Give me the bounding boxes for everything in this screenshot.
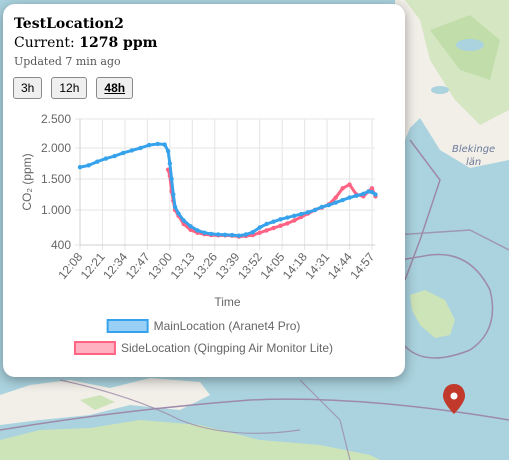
data-point [236, 233, 242, 238]
legend-swatch [73, 341, 116, 355]
data-point [373, 192, 378, 197]
legend-label: MainLocation (Aranet4 Pro) [154, 319, 301, 333]
data-point [86, 163, 91, 168]
series-line-0 [79, 142, 377, 238]
x-tick-label: 13:52 [235, 250, 265, 282]
data-point [312, 207, 318, 213]
data-point [292, 218, 297, 223]
data-point [285, 221, 290, 226]
data-point [138, 145, 143, 151]
legend-label: SideLocation (Qingping Air Monitor Lite) [121, 341, 333, 355]
data-point [326, 202, 332, 208]
data-point [167, 161, 173, 166]
data-point [188, 227, 193, 233]
x-tick-label: 13:00 [145, 250, 175, 282]
current-reading: Current: 1278 ppm [14, 35, 157, 51]
data-point [264, 221, 269, 227]
y-tick-label: 1.500 [41, 172, 71, 186]
y-axis-title: CO₂ (ppm) [20, 153, 34, 210]
data-point [366, 189, 371, 194]
data-point [103, 156, 109, 161]
data-point [250, 229, 255, 235]
data-point [172, 204, 178, 210]
data-point [298, 211, 304, 217]
map-pin-icon[interactable] [443, 384, 465, 414]
data-point [319, 204, 325, 210]
data-point [112, 153, 117, 159]
data-point [120, 150, 126, 156]
x-tick-label: 14:44 [325, 250, 355, 282]
data-point [333, 195, 338, 200]
co2-chart: 2.500 2.000 1.500 1.000 40012:0812:2112:3412… [20, 112, 378, 355]
range-3h-button[interactable]: 3h [13, 77, 43, 99]
range-12h-button[interactable]: 12h [51, 77, 88, 99]
y-tick-label: 1.000 [41, 203, 71, 217]
current-label: Current: [14, 35, 75, 51]
data-point [369, 186, 375, 191]
data-point [285, 215, 290, 220]
location-popup: TestLocation2 Current: 1278 ppm Updated … [3, 4, 405, 377]
series-line-1 [166, 169, 377, 239]
x-tick-label: 13:13 [168, 250, 198, 282]
data-point [176, 211, 181, 216]
x-tick-label: 14:57 [347, 250, 377, 282]
data-point [229, 232, 235, 238]
data-point [264, 228, 269, 233]
x-tick-label: 13:39 [213, 250, 243, 282]
data-point [216, 232, 221, 237]
data-point [165, 148, 171, 154]
data-point [347, 195, 352, 200]
data-point [181, 218, 186, 223]
x-tick-label: 12:21 [78, 250, 108, 282]
data-point [77, 165, 83, 170]
data-point [340, 186, 345, 191]
y-tick-label: 2.500 [41, 112, 71, 126]
data-point [202, 230, 207, 235]
data-point [188, 224, 193, 229]
data-point [209, 231, 214, 237]
data-point [278, 217, 283, 222]
x-axis-title: Time [214, 295, 241, 309]
data-point [369, 189, 375, 195]
data-point [333, 200, 338, 205]
data-point [257, 225, 262, 230]
x-tick-label: 12:34 [100, 250, 130, 282]
range-buttons: 3h 12h 48h [13, 77, 134, 99]
data-point [155, 141, 160, 147]
data-point [354, 193, 359, 198]
data-point [162, 142, 167, 147]
x-tick-label: 14:31 [302, 250, 332, 282]
data-point [271, 225, 276, 231]
data-point [347, 182, 352, 187]
map-label-region-suffix: län [466, 157, 481, 168]
location-title: TestLocation2 [14, 16, 124, 32]
data-point [129, 148, 135, 153]
data-point [169, 176, 174, 182]
current-value: 1278 ppm [79, 35, 158, 51]
data-point [278, 223, 283, 228]
updated-time: Updated 7 min ago [14, 55, 121, 68]
x-tick-label: 12:47 [123, 250, 153, 282]
data-point [243, 232, 249, 237]
y-tick-label: 2.000 [41, 141, 71, 155]
map-label-region: Blekinge [452, 144, 495, 155]
data-point [257, 230, 262, 235]
data-point [195, 228, 200, 233]
data-point [146, 142, 152, 148]
x-tick-label: 12:08 [55, 250, 85, 282]
data-point [361, 191, 366, 197]
data-point [340, 197, 345, 203]
data-point [271, 219, 276, 224]
y-tick-label: 400 [51, 238, 71, 252]
data-point [95, 159, 100, 164]
x-tick-label: 14:05 [257, 250, 287, 282]
x-tick-label: 13:26 [190, 250, 220, 282]
x-tick-label: 14:18 [280, 250, 310, 282]
range-48h-button[interactable]: 48h [96, 77, 134, 99]
data-point [305, 210, 311, 215]
data-point [171, 192, 176, 197]
data-point [292, 213, 297, 219]
legend-swatch [106, 319, 149, 333]
data-point [222, 232, 228, 237]
